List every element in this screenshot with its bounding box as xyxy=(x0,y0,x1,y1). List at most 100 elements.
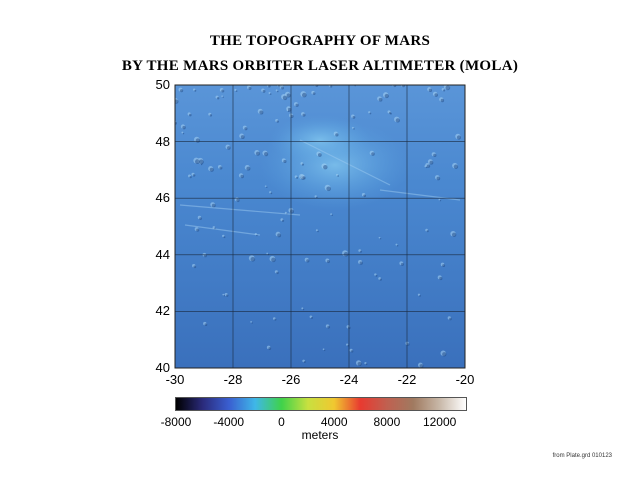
crater-shadow xyxy=(255,151,261,156)
crater-shadow xyxy=(303,360,306,364)
crater-shadow xyxy=(337,175,339,177)
crater-shadow xyxy=(439,199,442,202)
crater-shadow xyxy=(317,153,322,157)
crater-rim xyxy=(378,236,381,239)
crater-shadow xyxy=(323,165,328,170)
source-note: from Plate.grd 010123 xyxy=(552,453,612,459)
map-grid xyxy=(175,85,465,368)
crater-shadow xyxy=(240,135,245,139)
crater-shadow xyxy=(456,135,462,140)
crater-shadow xyxy=(199,217,202,220)
crater-shadow xyxy=(189,175,192,179)
crater-shadow xyxy=(296,176,299,179)
crater-shadow xyxy=(426,230,429,233)
crater-shadow xyxy=(281,219,285,222)
crater-shadow xyxy=(270,192,273,195)
map-title-line-1: THE TOPOGRAPHY OF MARS xyxy=(209,33,431,49)
crater-shadow xyxy=(315,85,319,87)
crater-shadow xyxy=(286,93,291,98)
crater-shadow xyxy=(268,85,271,88)
crater-shadow xyxy=(451,232,457,237)
crater-shadow xyxy=(400,262,404,266)
crater-shadow xyxy=(268,347,272,350)
crater-shadow xyxy=(302,113,306,117)
crater-shadow xyxy=(259,110,264,115)
crater-shadow xyxy=(442,352,447,357)
crater-shadow xyxy=(180,89,184,93)
crater-shadow xyxy=(388,111,392,115)
terrain-ridge xyxy=(179,204,301,216)
colorbar-tick-label: 4000 xyxy=(320,415,348,429)
crater-shadow xyxy=(195,138,201,143)
crater-shadow xyxy=(248,86,252,90)
latitude-tick-label: 44 xyxy=(155,246,170,262)
crater-shadow xyxy=(343,251,349,257)
crater-shadow xyxy=(193,265,197,269)
crater-rim xyxy=(275,89,278,92)
crater-shadow xyxy=(436,176,441,181)
crater-shadow xyxy=(353,128,355,130)
crater-shadow xyxy=(276,90,279,93)
crater-shadow xyxy=(302,308,305,311)
crater-shadow xyxy=(211,203,216,208)
crater-shadow xyxy=(449,317,452,321)
crater-rim xyxy=(438,198,441,201)
crater-shadow xyxy=(276,120,279,123)
crater-rim xyxy=(181,131,184,134)
crater-shadow xyxy=(426,164,431,168)
latitude-tick-label: 40 xyxy=(155,360,170,375)
longitude-tick-label: -24 xyxy=(339,372,359,387)
crater-shadow xyxy=(442,264,446,268)
longitude-tick-label: -28 xyxy=(223,372,243,387)
crater-rim xyxy=(268,91,271,95)
crater-shadow xyxy=(204,323,208,327)
crater-shadow xyxy=(182,132,185,135)
crater-shadow xyxy=(310,316,314,319)
crater-shadow xyxy=(440,98,445,103)
crater-shadow xyxy=(283,159,287,164)
map-frame xyxy=(174,84,466,369)
crater-shadow xyxy=(312,92,316,96)
map-title-line-2: BY THE MARS ORBITER LASER ALTIMETER (MOL… xyxy=(121,58,519,74)
crater-shadow xyxy=(287,110,290,112)
colorbar-tick-label: -8000 xyxy=(160,415,192,429)
crater-rim xyxy=(351,126,354,129)
crater-shadow xyxy=(277,233,282,238)
colorbar-tick-label: 0 xyxy=(278,415,285,429)
crater-shadow xyxy=(290,209,294,214)
crater-shadow xyxy=(352,115,356,119)
crater-rim xyxy=(250,321,252,323)
latitude-tick-label: 48 xyxy=(155,133,170,149)
crater-shadow xyxy=(379,278,382,281)
crater-shadow xyxy=(222,96,224,98)
crater-rim xyxy=(222,293,225,296)
crater-shadow xyxy=(419,364,424,368)
crater-shadow xyxy=(244,127,248,131)
crater-shadow xyxy=(419,294,421,297)
crater-shadow xyxy=(335,133,339,137)
crater-rim xyxy=(286,109,289,111)
crater-shadow xyxy=(250,256,256,262)
crater-shadow xyxy=(246,166,251,171)
crater-shadow xyxy=(378,97,383,102)
crater-shadow xyxy=(445,85,451,91)
latitude-tick-label: 42 xyxy=(155,303,170,319)
crater-shadow xyxy=(357,361,362,367)
crater-shadow xyxy=(359,261,363,265)
crater-shadow xyxy=(379,238,382,240)
crater-rim xyxy=(221,95,223,97)
crater-shadow xyxy=(281,86,284,90)
crater-shadow xyxy=(347,344,350,347)
crater-shadow xyxy=(302,176,306,180)
crater-rim xyxy=(322,348,325,351)
crater-shadow xyxy=(221,89,225,93)
longitude-tick-label: -26 xyxy=(281,372,301,387)
crater-shadow xyxy=(331,214,333,216)
longitude-tick-label: -20 xyxy=(455,372,475,387)
crater-shadow xyxy=(369,112,372,115)
crater-shadow xyxy=(223,295,226,297)
crater-shadow xyxy=(302,92,307,98)
crater-shadow xyxy=(199,159,204,165)
crater-shadow xyxy=(384,93,389,99)
